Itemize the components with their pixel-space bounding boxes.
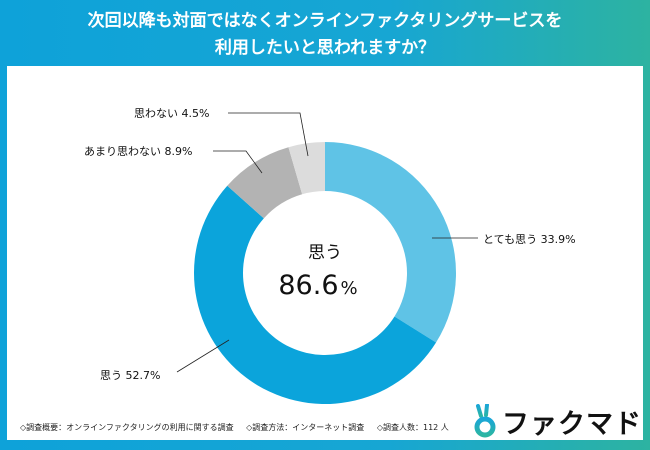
center-label: 思う <box>308 243 342 263</box>
center-value: 86.6% <box>278 270 357 301</box>
title-line-2: 利用したいと思われますか？ <box>214 38 436 58</box>
donut-slice-2 <box>227 147 303 219</box>
survey-count: ◇調査人数：112 人 <box>376 423 449 432</box>
donut-slice-3 <box>288 142 325 195</box>
survey-overview: ◇調査概要：オンラインファクタリングの利用に関する調査 <box>20 423 234 432</box>
survey-method: ◇調査方法：インターネット調査 <box>246 423 365 432</box>
slice-label-1: 思う 52.7% <box>100 369 160 382</box>
slice-label-3: 思わない 4.5% <box>134 107 209 120</box>
ok-hand-logo-icon <box>474 403 496 437</box>
survey-footer: ◇調査概要：オンラインファクタリングの利用に関する調査 ◇調査方法：インターネッ… <box>20 422 459 433</box>
title-line-1: 次回以降も対面ではなくオンラインファクタリングサービスを <box>87 11 563 31</box>
donut-slice-1 <box>194 185 437 404</box>
logo-text: ファクマド <box>502 409 642 440</box>
slice-label-2: あまり思わない 8.9% <box>84 145 192 158</box>
slice-label-0: とても思う 33.9% <box>483 233 576 246</box>
logo: ファクマド <box>472 402 642 441</box>
donut-slice-0 <box>325 142 456 343</box>
leader-line-3 <box>228 112 309 157</box>
leader-line-2 <box>213 150 263 174</box>
chart-title: 次回以降も対面ではなくオンラインファクタリングサービスを 利用したいと思われます… <box>0 8 650 62</box>
leader-line-1 <box>176 339 230 373</box>
